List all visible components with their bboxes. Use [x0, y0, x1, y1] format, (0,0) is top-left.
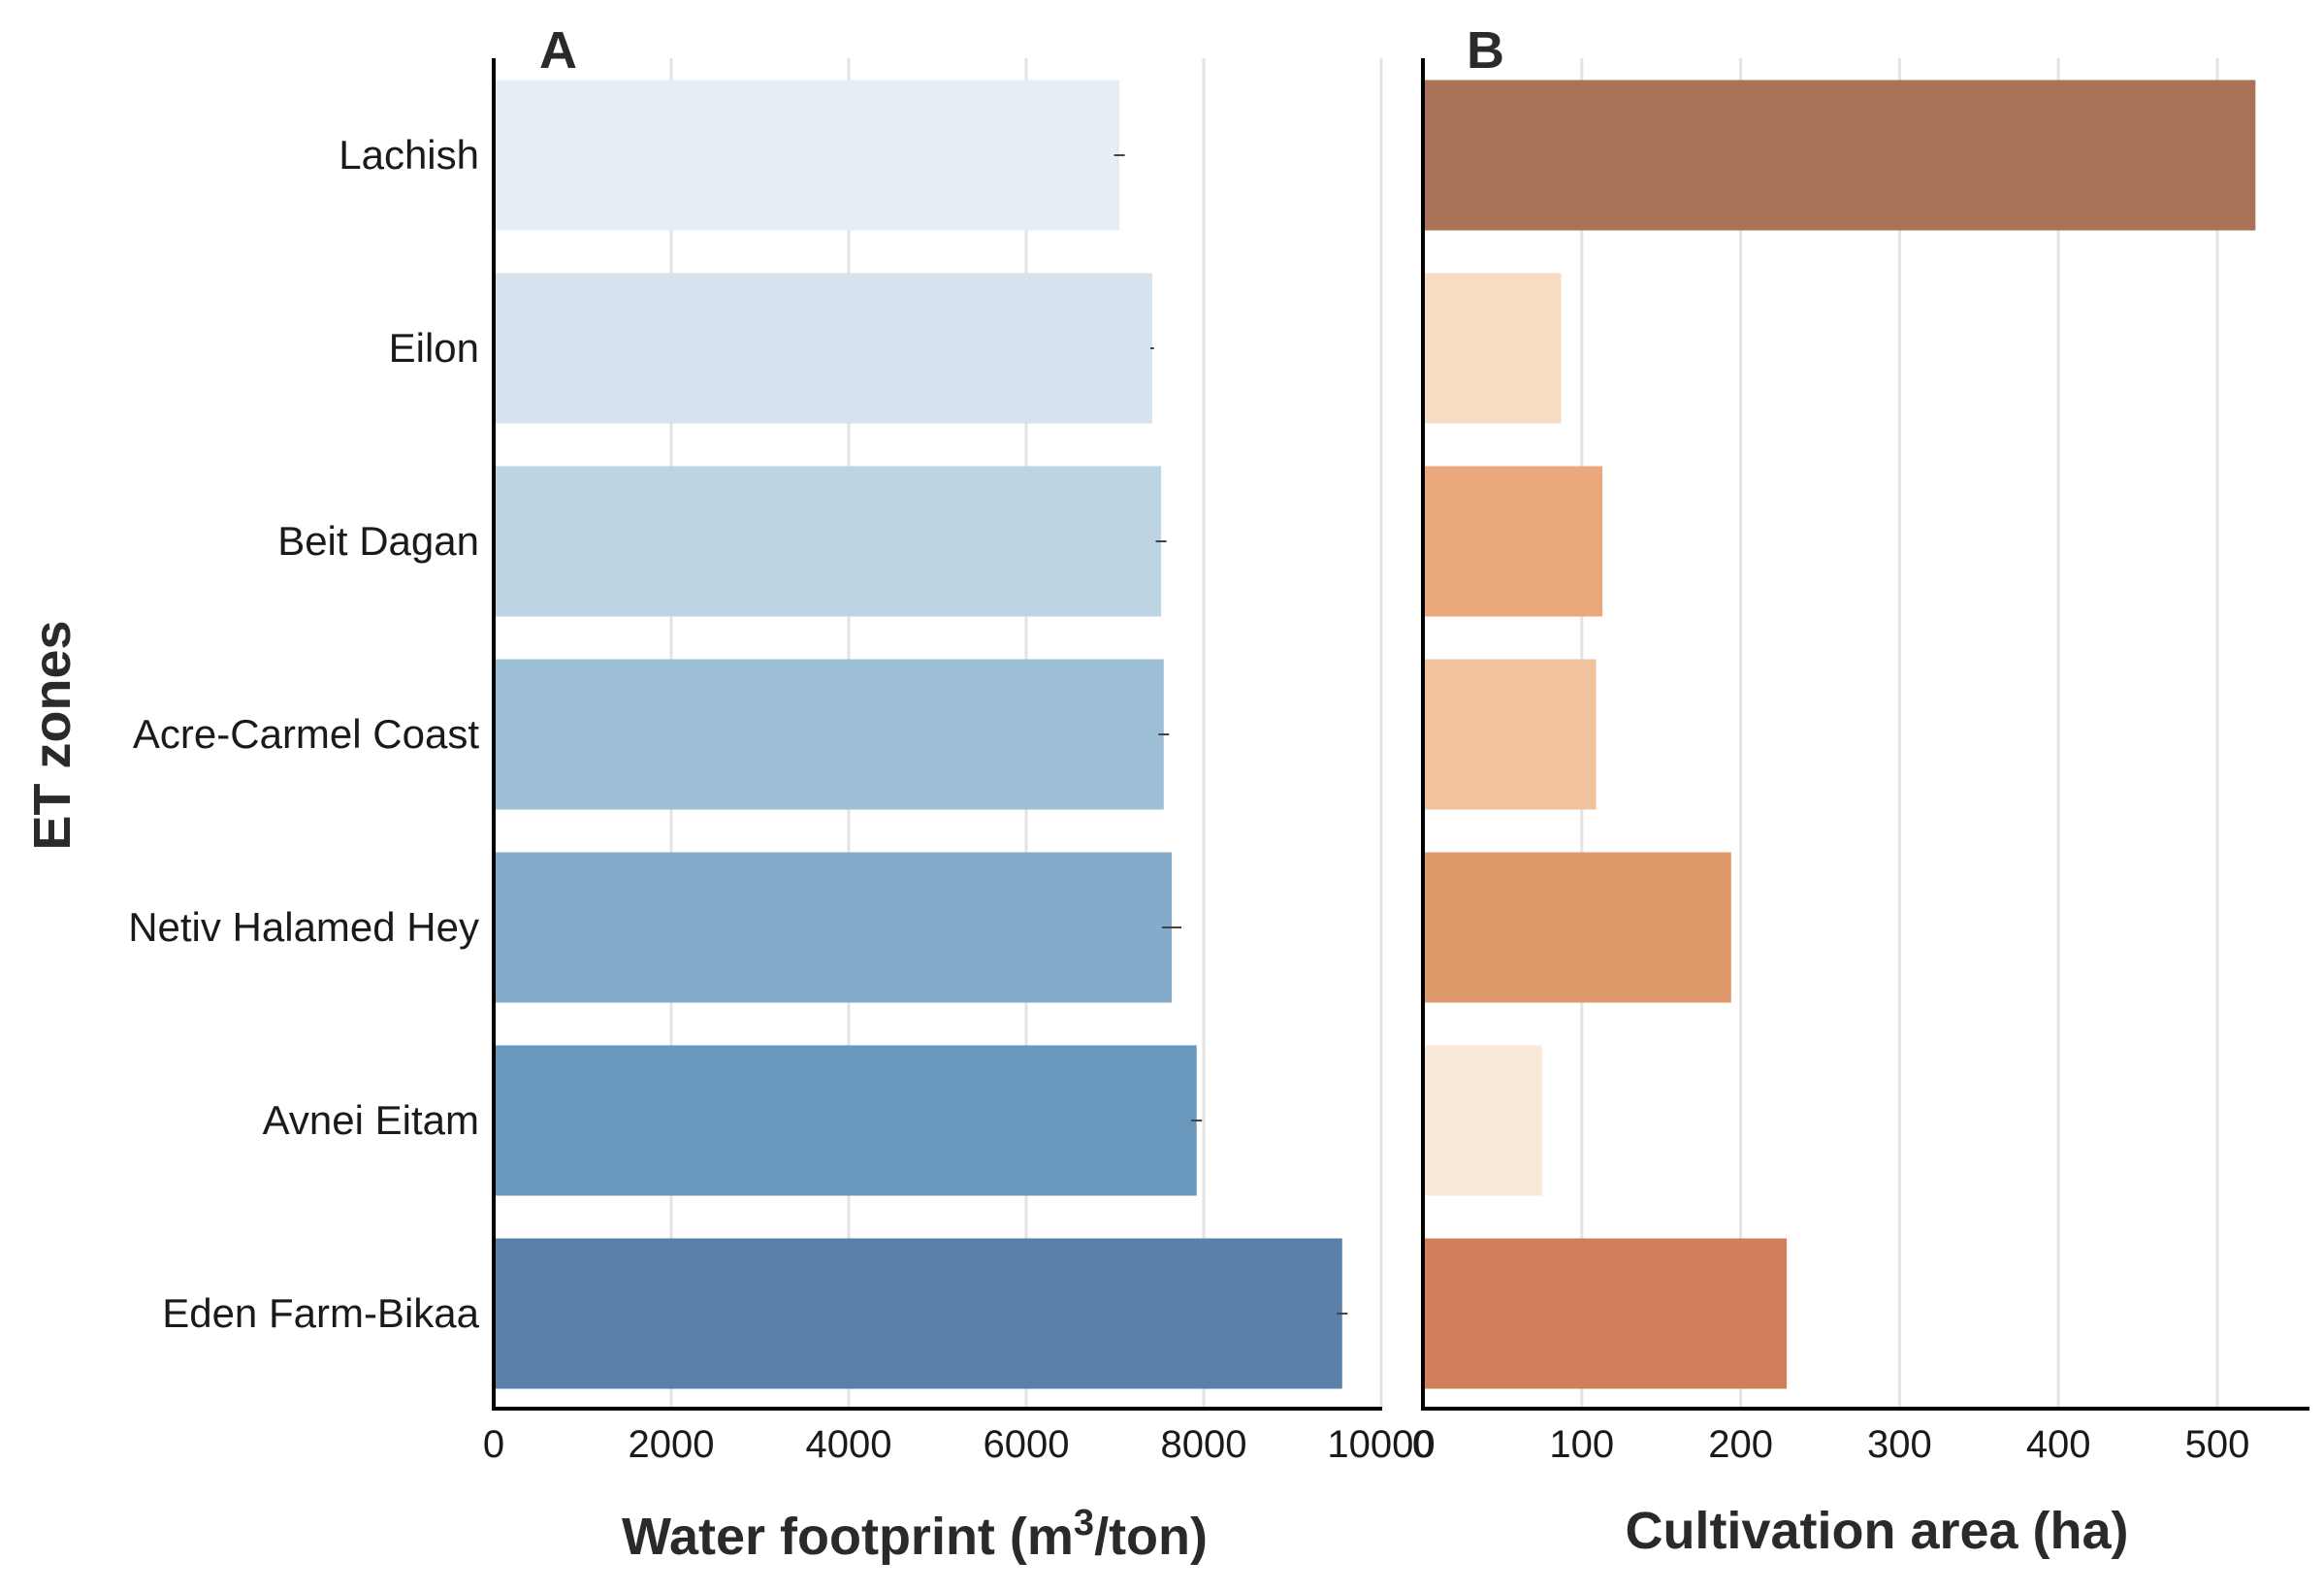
- panel-a-bar-beit-dagan: [496, 466, 1162, 617]
- panel-a-bar-eilon: [496, 273, 1152, 424]
- panel-b-x-tick-label: 0: [1412, 1423, 1434, 1466]
- category-label-acre-carmel-coast: Acre-Carmel Coast: [133, 711, 479, 757]
- panel-a-error-bars: [1114, 154, 1348, 1315]
- category-label-eilon: Eilon: [389, 325, 479, 371]
- panel-a-bar-lachish: [496, 80, 1120, 231]
- panel-b-x-tick-label: 300: [1867, 1423, 1932, 1466]
- category-label-lachish: Lachish: [339, 132, 479, 178]
- panel-a-x-tick-label: 8000: [1161, 1423, 1247, 1466]
- panel-b-x-tick-label: 500: [2185, 1423, 2250, 1466]
- panel-b-x-tick-label: 100: [1549, 1423, 1614, 1466]
- panel-b-x-axis-title: Cultivation area (ha): [1625, 1502, 2128, 1560]
- panel-b-axes: [1421, 58, 2309, 1411]
- panel-b-gridlines: [1580, 58, 2219, 1409]
- panel-a: 0 2000 4000 6000 8000 10000 Lachish Eilon Beit …: [23, 21, 1436, 1566]
- panel-a-axes: [492, 58, 1382, 1411]
- panel-b-x-tick-label: 200: [1708, 1423, 1773, 1466]
- panel-b: 0 100 200 300 400 500 B Cultivation area (ha): [1412, 21, 2309, 1560]
- panel-a-bar-avnei-eitam: [496, 1045, 1197, 1196]
- category-label-netiv-halamed-hey: Netiv Halamed Hey: [128, 904, 479, 950]
- y-axis-title: ET zones: [23, 620, 81, 850]
- panel-a-bars: [496, 80, 1342, 1389]
- panel-b-bar-netiv-halamed-hey: [1425, 852, 1731, 1003]
- panel-a-bar-eden-farm-bikaa: [496, 1238, 1342, 1389]
- panel-b-bar-eden-farm-bikaa: [1425, 1238, 1788, 1389]
- panel-a-category-labels: Lachish Eilon Beit Dagan Acre-Carmel Coast N…: [128, 132, 479, 1336]
- panel-b-x-tick-label: 400: [2026, 1423, 2091, 1466]
- category-label-beit-dagan: Beit Dagan: [277, 518, 479, 564]
- panel-a-x-tick-label: 6000: [984, 1423, 1070, 1466]
- panel-b-bar-lachish: [1425, 80, 2256, 231]
- panel-a-letter: A: [539, 21, 577, 80]
- panel-b-bar-beit-dagan: [1425, 466, 1603, 617]
- panel-a-x-axis-title: Water footprint (m3/ton): [622, 1503, 1208, 1566]
- panel-b-bar-eilon: [1425, 273, 1562, 424]
- panel-a-tick-labels: 0 2000 4000 6000 8000 10000: [483, 1423, 1436, 1466]
- panel-a-x-tick-label: 4000: [806, 1423, 892, 1466]
- panel-b-bar-avnei-eitam: [1425, 1045, 1542, 1196]
- panel-a-bar-netiv-halamed-hey: [496, 852, 1173, 1003]
- panel-a-x-tick-label: 0: [483, 1423, 504, 1466]
- panel-b-tick-labels: 0 100 200 300 400 500: [1412, 1423, 2250, 1466]
- panel-b-letter: B: [1467, 21, 1504, 80]
- panel-a-x-tick-label: 2000: [629, 1423, 715, 1466]
- x-axis-title-superscript: 3: [1074, 1503, 1094, 1543]
- category-label-eden-farm-bikaa: Eden Farm-Bikaa: [162, 1290, 479, 1336]
- panel-a-bar-acre-carmel-coast: [496, 659, 1164, 810]
- panel-b-bars: [1425, 80, 2256, 1389]
- panel-b-bar-acre-carmel-coast: [1425, 659, 1597, 810]
- panel-a-x-tick-label: 10000: [1327, 1423, 1435, 1466]
- category-label-avnei-eitam: Avnei Eitam: [263, 1097, 479, 1143]
